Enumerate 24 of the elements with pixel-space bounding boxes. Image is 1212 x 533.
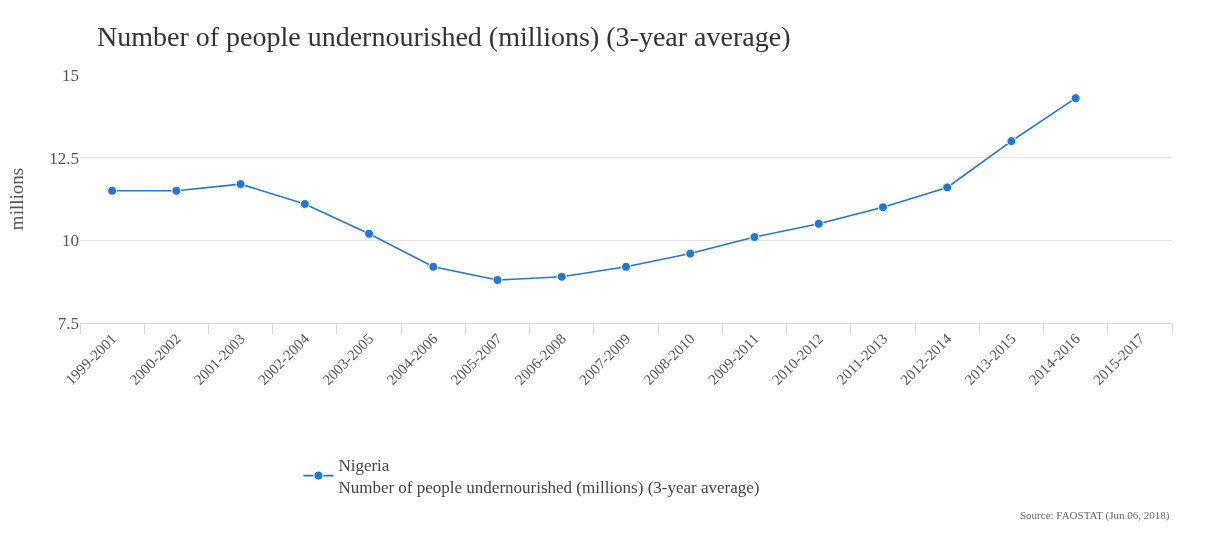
source-note: Source: FAOSTAT (Jun 06, 2018) xyxy=(1020,509,1170,522)
point xyxy=(428,261,439,272)
point xyxy=(1070,93,1081,104)
y-tick-label: 7.5 xyxy=(57,313,79,333)
point xyxy=(107,185,118,196)
point xyxy=(299,198,310,209)
point xyxy=(171,185,182,196)
point xyxy=(364,228,375,239)
point xyxy=(235,179,246,190)
point xyxy=(492,275,503,286)
point xyxy=(1006,136,1017,147)
point xyxy=(685,248,696,259)
y-axis-title: millions xyxy=(6,167,28,231)
point xyxy=(877,202,888,213)
point xyxy=(556,271,567,282)
point xyxy=(942,182,953,193)
point xyxy=(813,218,824,229)
y-tick-label: 15 xyxy=(62,65,79,85)
point xyxy=(621,261,631,272)
legend-label: Nigeria Number of people undernourished (millions) (3-year average) xyxy=(338,456,760,498)
y-tick-label: 12.5 xyxy=(49,148,79,168)
point xyxy=(749,232,760,243)
y-tick-label: 10 xyxy=(62,231,79,251)
chart-title: Number of people undernourished (millions) (3-year average) xyxy=(96,21,791,53)
